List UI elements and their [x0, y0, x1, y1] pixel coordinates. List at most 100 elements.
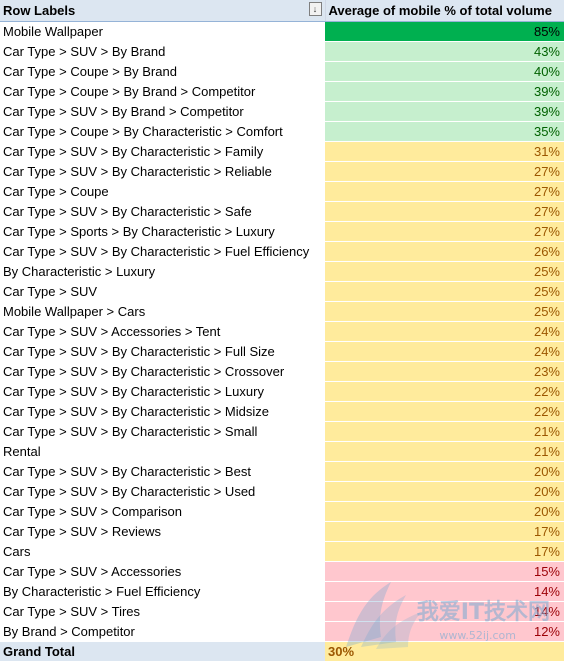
- row-label[interactable]: Car Type > SUV > Accessories > Tent: [0, 321, 325, 342]
- row-value[interactable]: 15%: [325, 561, 564, 581]
- row-label[interactable]: By Characteristic > Luxury: [0, 261, 325, 282]
- table-row: Mobile Wallpaper > Cars 25%: [0, 301, 564, 322]
- row-label[interactable]: Car Type > SUV: [0, 281, 325, 302]
- row-labels-header-text: Row Labels: [3, 2, 76, 18]
- table-row: By Characteristic > Luxury 25%: [0, 261, 564, 282]
- table-row: Mobile Wallpaper 85%: [0, 21, 564, 42]
- table-row: Car Type > SUV > By Characteristic > Fue…: [0, 241, 564, 262]
- row-label[interactable]: Car Type > Coupe: [0, 181, 325, 202]
- row-label[interactable]: Cars: [0, 541, 325, 562]
- row-label[interactable]: Car Type > SUV > By Characteristic > Use…: [0, 481, 325, 502]
- row-value[interactable]: 25%: [325, 301, 564, 321]
- table-row: Car Type > SUV > By Characteristic > Sma…: [0, 421, 564, 442]
- row-value[interactable]: 40%: [325, 61, 564, 81]
- row-label[interactable]: Car Type > SUV > By Characteristic > Fue…: [0, 241, 325, 262]
- row-label[interactable]: Car Type > SUV > By Characteristic > Fam…: [0, 141, 325, 162]
- row-label[interactable]: By Brand > Competitor: [0, 621, 325, 642]
- table-row: By Brand > Competitor 12%: [0, 621, 564, 642]
- row-value[interactable]: 27%: [325, 201, 564, 221]
- row-value[interactable]: 22%: [325, 401, 564, 421]
- row-label[interactable]: Car Type > SUV > Accessories: [0, 561, 325, 582]
- row-value[interactable]: 25%: [325, 281, 564, 301]
- row-value[interactable]: 17%: [325, 521, 564, 541]
- row-value[interactable]: 20%: [325, 481, 564, 501]
- row-label[interactable]: Car Type > SUV > By Brand: [0, 41, 325, 62]
- row-label[interactable]: Car Type > Coupe > By Brand > Competitor: [0, 81, 325, 102]
- row-value[interactable]: 39%: [325, 101, 564, 121]
- row-label[interactable]: Car Type > SUV > By Brand > Competitor: [0, 101, 325, 122]
- grand-total-label[interactable]: Grand Total: [0, 640, 325, 661]
- table-row: Car Type > SUV > By Characteristic > Cro…: [0, 361, 564, 382]
- row-label[interactable]: Car Type > Coupe > By Characteristic > C…: [0, 121, 325, 142]
- table-row: Car Type > Sports > By Characteristic > …: [0, 221, 564, 242]
- row-value[interactable]: 27%: [325, 221, 564, 241]
- table-row: Car Type > Coupe 27%: [0, 181, 564, 202]
- row-label[interactable]: Car Type > Sports > By Characteristic > …: [0, 221, 325, 242]
- table-row: Car Type > SUV > Accessories 15%: [0, 561, 564, 582]
- row-label[interactable]: Car Type > SUV > By Characteristic > Cro…: [0, 361, 325, 382]
- row-value[interactable]: 22%: [325, 381, 564, 401]
- grand-total-row: Grand Total 30%: [0, 640, 564, 661]
- table-row: Car Type > SUV > By Characteristic > Saf…: [0, 201, 564, 222]
- row-value[interactable]: 12%: [325, 621, 564, 641]
- table-row: Rental 21%: [0, 441, 564, 462]
- row-label[interactable]: Mobile Wallpaper: [0, 21, 325, 42]
- row-label[interactable]: Car Type > SUV > By Characteristic > Bes…: [0, 461, 325, 482]
- table-row: Car Type > SUV > By Brand 43%: [0, 41, 564, 62]
- row-value[interactable]: 24%: [325, 341, 564, 361]
- row-label[interactable]: Car Type > SUV > Tires: [0, 601, 325, 622]
- table-row: By Characteristic > Fuel Efficiency 14%: [0, 581, 564, 602]
- table-row: Car Type > SUV > By Characteristic > Fam…: [0, 141, 564, 162]
- row-value[interactable]: 23%: [325, 361, 564, 381]
- table-row: Car Type > SUV > Tires 14%: [0, 601, 564, 622]
- table-row: Car Type > SUV > By Characteristic > Rel…: [0, 161, 564, 182]
- row-value[interactable]: 20%: [325, 461, 564, 481]
- row-value[interactable]: 21%: [325, 441, 564, 461]
- row-label[interactable]: Car Type > SUV > By Characteristic > Sma…: [0, 421, 325, 442]
- row-value[interactable]: 27%: [325, 181, 564, 201]
- row-value[interactable]: 39%: [325, 81, 564, 101]
- table-row: Car Type > SUV > By Brand > Competitor 39…: [0, 101, 564, 122]
- row-label[interactable]: By Characteristic > Fuel Efficiency: [0, 581, 325, 602]
- row-label[interactable]: Rental: [0, 441, 325, 462]
- table-row: Car Type > SUV > Accessories > Tent 24%: [0, 321, 564, 342]
- grand-total-value[interactable]: 30%: [325, 640, 564, 661]
- row-value[interactable]: 85%: [325, 21, 564, 41]
- row-label[interactable]: Car Type > SUV > By Characteristic > Lux…: [0, 381, 325, 402]
- sort-filter-icon[interactable]: ↓: [308, 2, 322, 16]
- table-row: Car Type > SUV > By Characteristic > Bes…: [0, 461, 564, 482]
- table-row: Car Type > Coupe > By Brand > Competitor…: [0, 81, 564, 102]
- value-header[interactable]: Average of mobile % of total volume: [324, 0, 564, 22]
- row-label[interactable]: Car Type > SUV > By Characteristic > Ful…: [0, 341, 325, 362]
- row-label[interactable]: Car Type > SUV > By Characteristic > Mid…: [0, 401, 325, 422]
- row-label[interactable]: Car Type > SUV > By Characteristic > Saf…: [0, 201, 325, 222]
- row-value[interactable]: 25%: [325, 261, 564, 281]
- table-row: Car Type > SUV > Comparison 20%: [0, 501, 564, 522]
- row-value[interactable]: 43%: [325, 41, 564, 61]
- row-label[interactable]: Car Type > SUV > Reviews: [0, 521, 325, 542]
- table-row: Car Type > SUV 25%: [0, 281, 564, 302]
- table-row: Car Type > Coupe > By Brand 40%: [0, 61, 564, 82]
- row-value[interactable]: 20%: [325, 501, 564, 521]
- row-value[interactable]: 17%: [325, 541, 564, 561]
- row-label[interactable]: Car Type > Coupe > By Brand: [0, 61, 325, 82]
- row-label[interactable]: Mobile Wallpaper > Cars: [0, 301, 325, 322]
- row-labels-header[interactable]: Row Labels ↓: [0, 0, 325, 22]
- row-label[interactable]: Car Type > SUV > By Characteristic > Rel…: [0, 161, 325, 182]
- table-row: Car Type > SUV > Reviews 17%: [0, 521, 564, 542]
- row-value[interactable]: 14%: [325, 581, 564, 601]
- row-value[interactable]: 14%: [325, 601, 564, 621]
- row-value[interactable]: 35%: [325, 121, 564, 141]
- row-value[interactable]: 24%: [325, 321, 564, 341]
- row-value[interactable]: 26%: [325, 241, 564, 261]
- row-value[interactable]: 21%: [325, 421, 564, 441]
- pivot-body: Mobile Wallpaper 85% Car Type > SUV > By B…: [0, 21, 564, 642]
- table-row: Car Type > SUV > By Characteristic > Use…: [0, 481, 564, 502]
- row-value[interactable]: 27%: [325, 161, 564, 181]
- row-label[interactable]: Car Type > SUV > Comparison: [0, 501, 325, 522]
- table-row: Car Type > Coupe > By Characteristic > C…: [0, 121, 564, 142]
- table-row: Car Type > SUV > By Characteristic > Ful…: [0, 341, 564, 362]
- table-row: Car Type > SUV > By Characteristic > Mid…: [0, 401, 564, 422]
- row-value[interactable]: 31%: [325, 141, 564, 161]
- table-row: Cars 17%: [0, 541, 564, 562]
